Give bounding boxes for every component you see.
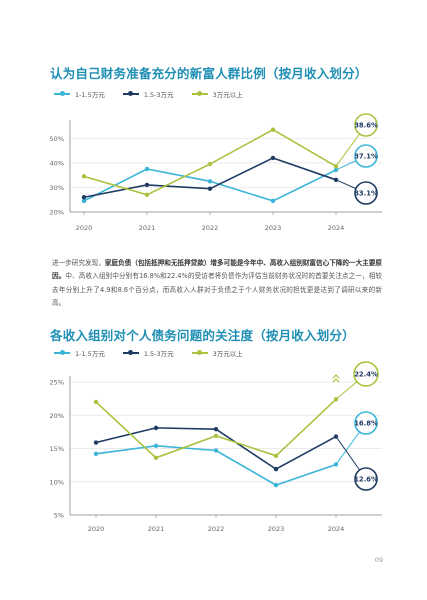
data-point	[93, 440, 99, 445]
chart2-title: 各收入组别对个人债务问题的关注度（按月收入划分）	[50, 328, 355, 343]
y-tick-label: 50%	[50, 135, 64, 143]
data-label: 12.6%	[354, 476, 378, 484]
data-label: 37.1%	[354, 153, 378, 161]
chart2-legend-item-s2: 1.5-3万元	[122, 348, 174, 358]
y-tick-label: 10%	[50, 478, 64, 486]
chart1-legend: 1-1.5万元 1.5-3万元 3万元以上	[54, 89, 243, 99]
data-point	[81, 195, 87, 200]
y-tick-label: 25%	[50, 379, 64, 387]
chevron-up-icon	[332, 378, 340, 383]
data-point	[207, 186, 213, 191]
data-point	[144, 166, 150, 172]
chart1-legend-label-s3: 3万元以上	[212, 91, 243, 99]
data-point	[207, 161, 213, 167]
data-point	[81, 174, 87, 179]
legend-swatch-icon	[54, 350, 70, 355]
paragraph-normal-2: 中、高收入组别中分别有16.8%和22.4%的受访者将负债作为评估当前财务状况时…	[52, 272, 382, 308]
callout-bubble	[353, 361, 379, 387]
legend-swatch-icon	[122, 91, 139, 96]
y-tick-label: 20%	[50, 412, 64, 420]
chart1-legend-label-s2: 1.5-3万元	[143, 91, 174, 99]
data-point	[153, 443, 159, 449]
callout-bubble	[354, 144, 378, 168]
legend-swatch-icon	[122, 350, 139, 355]
data-label: 38.6%	[354, 122, 378, 130]
data-point	[93, 451, 99, 457]
chart1-legend-item-s2: 1.5-3万元	[122, 89, 174, 99]
callout-bubble	[354, 181, 378, 205]
chart1-legend-item-s1: 1-1.5万元	[54, 89, 105, 99]
y-tick-label: 15%	[50, 445, 64, 453]
data-point	[213, 433, 219, 439]
chart2-legend-label-s2: 1.5-3万元	[143, 350, 174, 358]
data-point	[144, 192, 150, 197]
x-tick-label: 2022	[202, 224, 219, 232]
data-label: 16.8%	[354, 420, 378, 428]
chart1-legend-item-s3: 3万元以上	[191, 89, 243, 99]
chevron-up-icon	[332, 374, 340, 379]
body-paragraph: 进一步研究发现，家庭负债（包括抵押和无抵押贷款）增多可能是今年中、高收入组别财富…	[52, 257, 382, 311]
data-point	[153, 425, 159, 431]
paragraph-bold: 家庭负债（包括抵押和无抵押贷款）增多可能是今年中、高收入组别财富信心下降的一大主…	[52, 259, 383, 281]
data-point	[273, 482, 279, 488]
callout-bubble	[354, 411, 378, 435]
data-point	[270, 198, 276, 204]
data-point	[81, 198, 87, 204]
callout-bubble	[354, 113, 378, 137]
paragraph-normal-1: 进一步研究发现，	[52, 259, 105, 267]
data-point	[153, 455, 159, 461]
data-point	[273, 453, 279, 459]
y-tick-label: 40%	[50, 159, 64, 167]
chart2-plot: 5% 10% 15% 20% 25% 2020 2021 2022 2023 2024 22.4% 1…	[50, 361, 382, 533]
chart2-legend-item-s1: 1-1.5万元	[54, 348, 105, 358]
x-tick-label: 2022	[208, 525, 225, 533]
data-label: 22.4%	[354, 371, 378, 379]
x-tick-label: 2024	[328, 525, 345, 533]
chart1-title: 认为自己财务准备充分的新富人群比例（按月收入划分）	[50, 66, 368, 81]
data-point	[93, 399, 99, 405]
legend-swatch-icon	[191, 91, 208, 96]
chart1-legend-label-s1: 1-1.5万元	[75, 91, 105, 99]
y-tick-label: 30%	[50, 184, 64, 192]
x-tick-label: 2020	[76, 224, 93, 232]
x-tick-label: 2023	[265, 224, 282, 232]
data-point	[213, 427, 219, 432]
x-tick-label: 2021	[148, 525, 165, 533]
y-tick-label: 5%	[54, 512, 64, 520]
legend-swatch-icon	[54, 91, 70, 96]
chart1-plot: 20% 30% 40% 50% 2020 2021 2022 2023 2024 38.6% 37.…	[50, 113, 382, 232]
chart2-legend-label-s3: 3万元以上	[212, 350, 243, 358]
data-point	[270, 155, 276, 161]
chart2-legend: 1-1.5万元 1.5-3万元 3万元以上	[54, 348, 243, 358]
callout-bubble	[354, 467, 378, 491]
data-point	[273, 466, 279, 472]
page-number: 09	[374, 556, 383, 564]
chart2-legend-item-s3: 3万元以上	[191, 348, 243, 358]
series-line-1	[83, 168, 337, 202]
x-tick-label: 2021	[139, 224, 156, 232]
data-point	[207, 179, 213, 184]
x-tick-label: 2020	[88, 525, 105, 533]
legend-swatch-icon	[191, 350, 208, 355]
data-point	[270, 127, 276, 132]
y-tick-label: 20%	[50, 209, 64, 217]
data-point	[213, 448, 219, 453]
data-point	[144, 182, 150, 188]
chart2-legend-label-s1: 1-1.5万元	[75, 350, 105, 358]
data-label: 33.1%	[354, 190, 378, 198]
x-tick-label: 2024	[328, 224, 345, 232]
x-tick-label: 2023	[268, 525, 285, 533]
